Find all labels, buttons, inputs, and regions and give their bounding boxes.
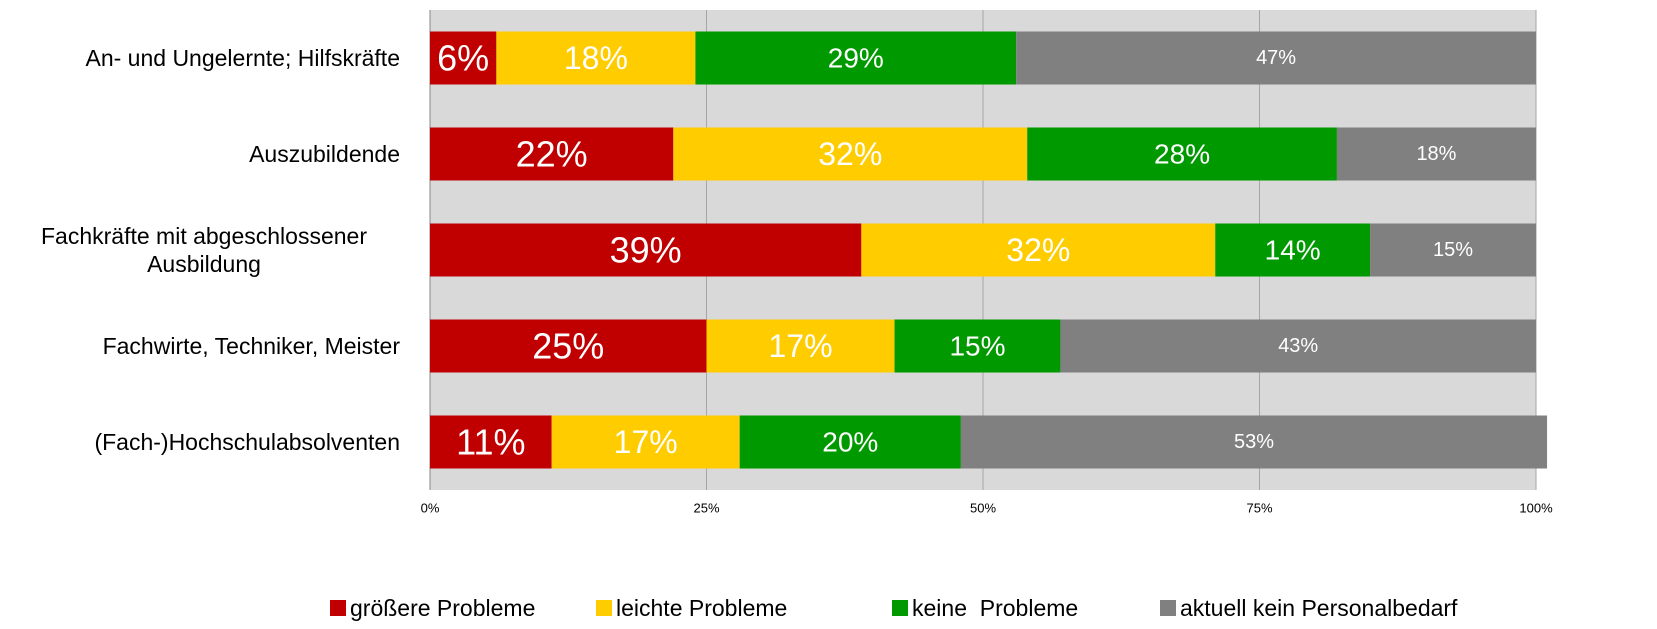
value-label: 43% xyxy=(1278,335,1318,357)
bar-segment xyxy=(430,31,497,85)
value-label: 18% xyxy=(564,40,628,76)
bar-segment xyxy=(861,223,1216,277)
value-label: 28% xyxy=(1154,139,1210,170)
legend-label: keine Probleme xyxy=(912,595,1078,621)
legend-swatch xyxy=(330,600,346,616)
value-label: 15% xyxy=(1433,239,1473,261)
value-label: 22% xyxy=(516,134,588,175)
legend-label: aktuell kein Personalbedarf xyxy=(1180,595,1458,621)
bar-segment xyxy=(673,127,1028,181)
bar-segment xyxy=(1060,319,1536,373)
bar-segment xyxy=(1370,223,1536,277)
value-label: 25% xyxy=(532,326,604,367)
legend-label: leichte Probleme xyxy=(616,595,787,621)
value-label: 6% xyxy=(437,38,489,79)
value-label: 17% xyxy=(768,328,832,364)
y-tick-label: An- und Ungelernte; Hilfskräfte xyxy=(85,45,401,71)
bar-segment xyxy=(960,415,1548,469)
value-label: 14% xyxy=(1265,235,1321,266)
bar-segment xyxy=(430,127,674,181)
legend-swatch xyxy=(596,600,612,616)
value-label: 47% xyxy=(1256,47,1296,69)
legend-swatch xyxy=(892,600,908,616)
value-label: 11% xyxy=(456,422,525,463)
bar-segment xyxy=(496,31,696,85)
bar-segment xyxy=(1336,127,1536,181)
bar-segment xyxy=(1016,31,1536,85)
value-label: 20% xyxy=(822,427,878,458)
y-tick-label: Auszubildende xyxy=(249,141,400,167)
bar-segment xyxy=(430,319,707,373)
x-tick-label: 50% xyxy=(970,501,996,516)
bar-segment xyxy=(1027,127,1337,181)
x-tick-label: 0% xyxy=(421,501,440,516)
value-label: 18% xyxy=(1416,143,1456,165)
x-tick-label: 25% xyxy=(693,501,719,516)
legend-swatch xyxy=(1160,600,1176,616)
legend-label: größere Probleme xyxy=(350,595,535,621)
bar-segment xyxy=(894,319,1061,373)
bar-segment xyxy=(695,31,1017,85)
x-tick-label: 75% xyxy=(1246,501,1272,516)
y-tick-label: Fachkräfte mit abgeschlossener Ausbildun… xyxy=(41,223,367,277)
bar-segment xyxy=(739,415,961,469)
bar-segment xyxy=(706,319,895,373)
value-label: 53% xyxy=(1234,431,1274,453)
value-label: 39% xyxy=(610,230,682,271)
value-label: 32% xyxy=(1006,232,1070,268)
value-label: 15% xyxy=(949,331,1005,362)
y-tick-label: (Fach-)Hochschulabsolventen xyxy=(94,429,400,455)
value-label: 29% xyxy=(828,43,884,74)
y-tick-label: Fachwirte, Techniker, Meister xyxy=(102,333,400,359)
bar-segment xyxy=(551,415,740,469)
value-label: 17% xyxy=(614,424,678,460)
value-label: 32% xyxy=(818,136,882,172)
bar-segment xyxy=(430,415,552,469)
x-tick-label: 100% xyxy=(1519,501,1553,516)
bar-segment xyxy=(430,223,862,277)
bar-segment xyxy=(1215,223,1371,277)
